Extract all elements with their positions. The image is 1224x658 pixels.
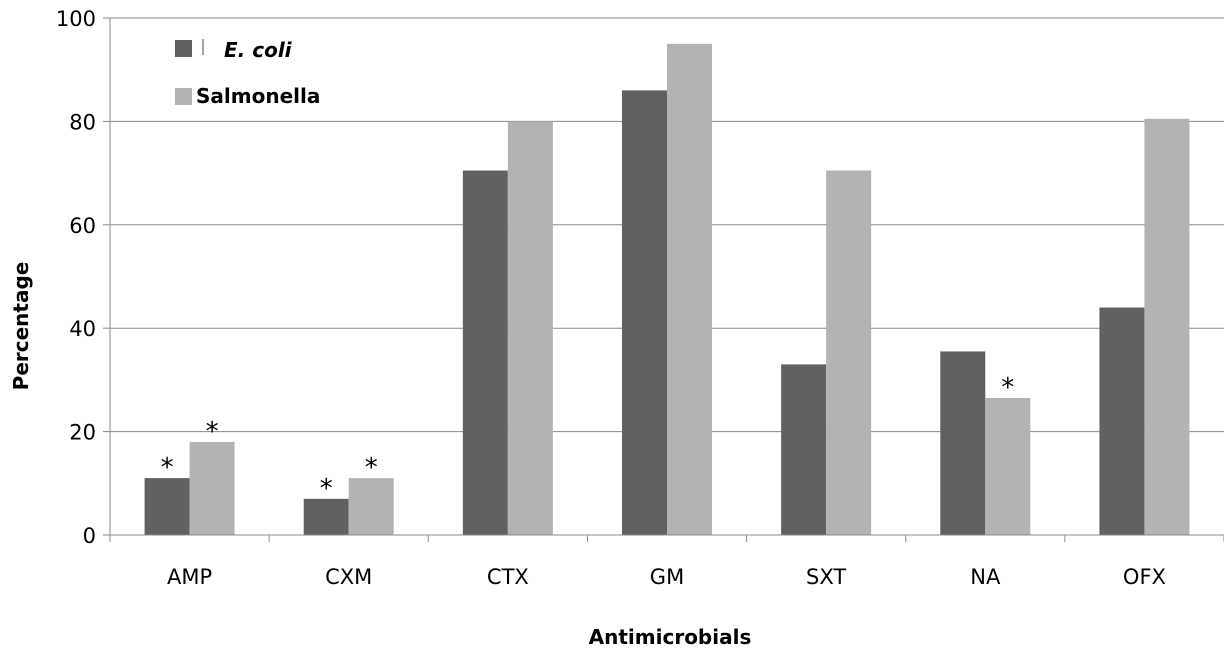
bar-salmonella <box>826 170 872 535</box>
bar-salmonella <box>1144 118 1190 535</box>
y-tick-label: 60 <box>69 214 96 238</box>
y-tick-label: 0 <box>83 524 96 548</box>
significance-star: * <box>161 453 174 483</box>
bar-ecoli <box>462 170 508 535</box>
bar-ecoli <box>622 90 667 535</box>
bar-ecoli <box>144 478 190 535</box>
y-axis-title: Percentage <box>9 262 33 391</box>
y-tick-label: 20 <box>69 421 96 445</box>
x-tick-label: OFX <box>1123 565 1166 589</box>
x-tick-label: AMP <box>167 565 212 589</box>
significance-star: * <box>320 474 333 504</box>
bar-salmonella <box>189 441 235 535</box>
x-tick-labels: AMP CXM CTX GM SXT NA OFX <box>167 565 1166 589</box>
y-tick-label: 80 <box>69 110 96 134</box>
significance-star: * <box>365 453 378 483</box>
bar-ecoli <box>940 351 986 535</box>
x-tick-label: CTX <box>487 565 529 589</box>
x-tick-label: NA <box>970 565 1001 589</box>
bar-salmonella <box>348 478 394 535</box>
x-tick-label: CXM <box>325 565 372 589</box>
y-tick-label: 100 <box>56 7 96 31</box>
bars <box>144 43 1190 536</box>
bar-ecoli <box>781 364 827 535</box>
legend-label-salmonella: Salmonella <box>196 84 320 108</box>
bar-ecoli <box>303 498 349 535</box>
bar-ecoli <box>1099 307 1145 535</box>
axes <box>103 17 1224 542</box>
x-tick-label: SXT <box>806 565 846 589</box>
bar-salmonella <box>667 43 712 535</box>
legend-swatch-salmonella <box>175 88 192 105</box>
y-tick-label: 40 <box>69 317 96 341</box>
significance-star: * <box>1001 373 1014 403</box>
significance-markers: * * * * * <box>161 373 1015 504</box>
legend-swatch-ecoli <box>175 40 192 57</box>
x-tick-label: GM <box>650 565 684 589</box>
significance-star: * <box>206 417 219 447</box>
legend: E. coli Salmonella <box>175 38 320 108</box>
legend-label-ecoli: E. coli <box>224 38 293 62</box>
x-axis-title: Antimicrobials <box>589 625 752 649</box>
bar-salmonella <box>507 121 553 536</box>
y-tick-labels: 0 20 40 60 80 100 <box>56 7 96 548</box>
bar-salmonella <box>985 397 1031 535</box>
